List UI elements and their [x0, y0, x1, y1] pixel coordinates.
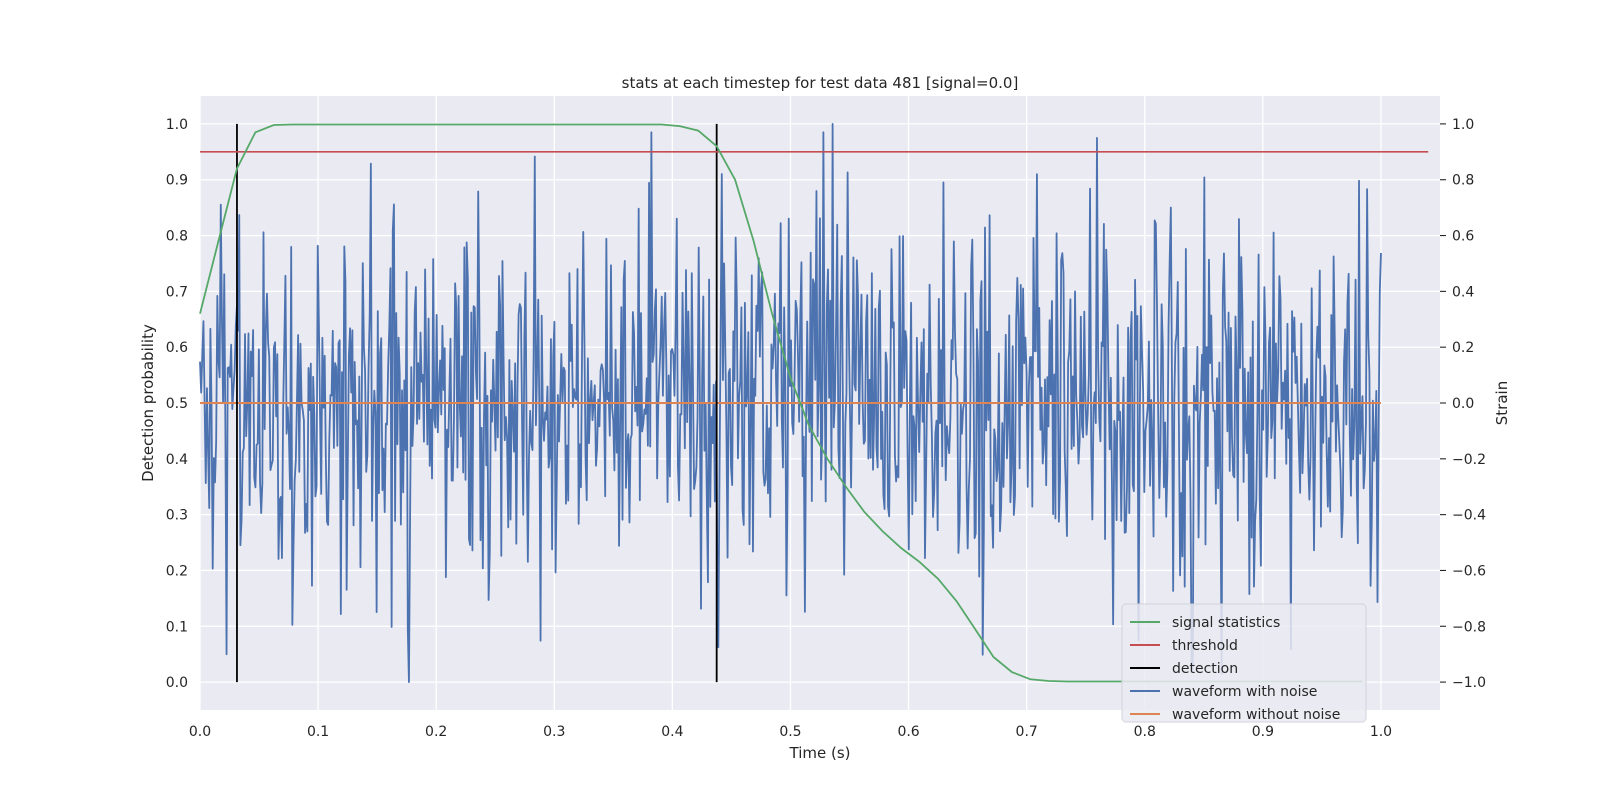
legend-box	[1121, 603, 1367, 723]
legend-label: detection	[1172, 661, 1238, 677]
x-tick-label: 0.8	[1134, 724, 1156, 740]
legend-label: waveform with noise	[1172, 684, 1317, 700]
x-tick-label: 0.6	[897, 724, 919, 740]
y-axis-left: 0.0 0.1 0.2 0.3 0.4 0.5 0.6 0.7 0.8 0.9 1.0	[166, 117, 188, 691]
x-axis-label: Time (s)	[789, 744, 851, 762]
y-right-tick-label: 0.8	[1452, 173, 1474, 189]
y-left-tick-label: 0.5	[166, 396, 188, 412]
y-left-tick-label: 0.4	[166, 452, 188, 468]
y-right-tick-label: 0.2	[1452, 340, 1474, 356]
y-axis-left-label: Detection probability	[139, 324, 157, 482]
series-layer	[199, 123, 1429, 683]
y-left-tick-label: 0.9	[166, 173, 188, 189]
y-right-tick-label: −1.0	[1452, 675, 1486, 691]
y-right-tick-label: −0.4	[1452, 508, 1486, 524]
x-tick-label: 0.2	[425, 724, 447, 740]
chart-title: stats at each timestep for test data 481…	[622, 74, 1019, 92]
y-right-tick-label: 0.6	[1452, 229, 1474, 245]
x-tick-label: 0.5	[779, 724, 801, 740]
y-right-tick-label: 0.4	[1452, 284, 1474, 300]
x-tick-label: 0.4	[661, 724, 683, 740]
x-tick-label: 1.0	[1370, 724, 1392, 740]
y-right-tick-label: 0.0	[1452, 396, 1474, 412]
series-waveform-with-noise	[199, 123, 1382, 683]
y-left-tick-label: 0.2	[166, 563, 188, 579]
y-right-tick-label: −0.8	[1452, 619, 1486, 635]
y-left-tick-label: 1.0	[166, 117, 188, 133]
x-tick-label: 0.7	[1016, 724, 1038, 740]
legend-label: waveform without noise	[1172, 707, 1340, 723]
y-right-tick-label: −0.6	[1452, 563, 1486, 579]
legend: signal statistics threshold detection wavef…	[1121, 603, 1367, 723]
y-axis-right-label: Strain	[1493, 381, 1511, 425]
y-left-tick-label: 0.7	[166, 284, 188, 300]
legend-label: threshold	[1172, 638, 1238, 654]
y-axis-right: −1.0 −0.8 −0.6 −0.4 −0.2 0.0 0.2 0.4 0.6 0.8 1.0	[1440, 117, 1486, 691]
y-left-tick-label: 0.3	[166, 508, 188, 524]
y-left-tick-label: 0.0	[166, 675, 188, 691]
y-right-tick-label: −0.2	[1452, 452, 1486, 468]
y-left-tick-label: 0.1	[166, 619, 188, 635]
legend-label: signal statistics	[1172, 615, 1280, 631]
x-tick-label: 0.3	[543, 724, 565, 740]
y-left-tick-label: 0.6	[166, 340, 188, 356]
x-tick-label: 0.0	[189, 724, 211, 740]
x-tick-label: 0.1	[307, 724, 329, 740]
x-axis: 0.0 0.1 0.2 0.3 0.4 0.5 0.6 0.7 0.8 0.9 1.0	[189, 724, 1392, 740]
x-tick-label: 0.9	[1252, 724, 1274, 740]
y-left-tick-label: 0.8	[166, 229, 188, 245]
y-right-tick-label: 1.0	[1452, 117, 1474, 133]
